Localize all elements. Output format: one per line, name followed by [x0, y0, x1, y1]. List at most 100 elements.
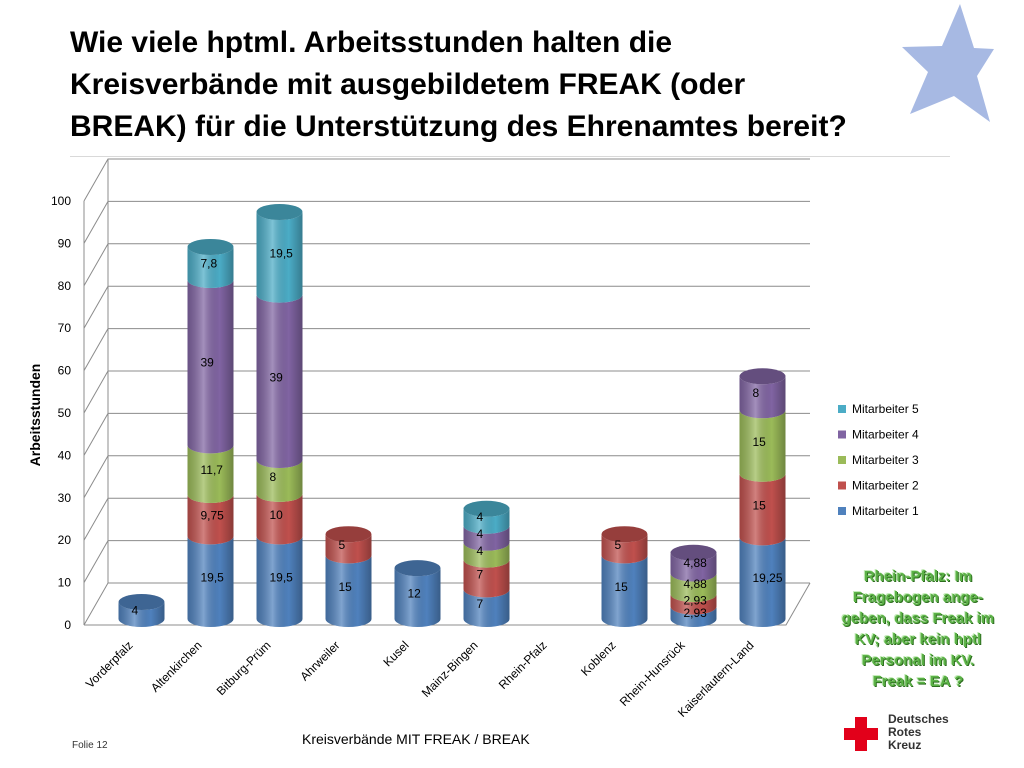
- x-tick-label: Rhein-Hunsrück: [617, 638, 688, 709]
- bar-shading: [187, 246, 234, 289]
- bar-shading: [463, 542, 510, 568]
- x-tick-label: Mainz-Bingen: [419, 638, 481, 700]
- bar-segment: [670, 594, 717, 615]
- data-label: 19,5: [270, 571, 294, 585]
- data-label: 15: [753, 499, 767, 513]
- bar-shading: [670, 552, 717, 582]
- data-label: 19,5: [270, 246, 294, 260]
- bar-segment: [187, 536, 234, 627]
- bar-segment: [463, 589, 510, 627]
- data-label: 19,5: [201, 571, 225, 585]
- slide-number: Folie 12: [72, 740, 108, 751]
- bar-segment: [739, 537, 786, 627]
- floor-edge: [84, 582, 811, 626]
- bar-segment: [187, 238, 234, 289]
- legend-label: Mitarbeiter 4: [852, 428, 919, 442]
- gridline: [83, 200, 810, 244]
- bar-shading: [463, 559, 510, 598]
- bar-segment: [256, 294, 303, 468]
- data-label: 4: [477, 527, 484, 541]
- bar-shading: [325, 555, 372, 627]
- x-tick-label: Rhein-Pfalz: [496, 638, 550, 692]
- data-label: 15: [615, 580, 629, 594]
- data-label: 12: [408, 587, 422, 601]
- title-divider: [70, 156, 950, 157]
- slide-title: Wie viele hptml. Arbeitsstunden halten d…: [70, 26, 847, 143]
- chart-gridlines: [83, 158, 811, 626]
- bar-shading: [670, 606, 717, 627]
- y-tick-label: 70: [58, 321, 72, 335]
- y-tick-label: 30: [58, 491, 72, 505]
- y-tick-label: 50: [58, 406, 72, 420]
- drk-logo: Deutsches Rotes Kreuz: [844, 713, 1004, 759]
- x-tick-label: Bitburg-Prüm: [214, 638, 274, 698]
- bar-shading: [187, 536, 234, 627]
- legend-label: Mitarbeiter 5: [852, 402, 919, 416]
- legend-swatch: [838, 405, 846, 413]
- bar-shading: [739, 473, 786, 546]
- bar-shading: [739, 537, 786, 627]
- data-label: 19,25: [753, 571, 783, 585]
- data-label: 8: [753, 386, 760, 400]
- data-label: 11,7: [201, 463, 224, 477]
- y-tick-label: 20: [58, 533, 72, 547]
- legend-label: Mitarbeiter 2: [852, 479, 919, 493]
- x-tick-label: Vorderpfalz: [83, 638, 136, 691]
- drk-logo-text: Deutsches Rotes Kreuz: [888, 712, 949, 752]
- bar-shading: [739, 410, 786, 482]
- data-label: 5: [615, 538, 622, 552]
- bar-shading: [256, 211, 303, 303]
- segment-labels: 4 19,5 9,75 11,7 39 7,8 19,5 10 8 39 19,5 15 5 12 7 7 4 4…: [132, 246, 783, 619]
- data-label: 4: [132, 604, 139, 618]
- legend-swatch: [838, 481, 846, 490]
- data-label: 7: [477, 567, 484, 581]
- bar-segment: [325, 526, 372, 564]
- bar-shading: [463, 589, 510, 627]
- bar-segment: [256, 536, 303, 627]
- chart-bars: [118, 203, 786, 627]
- bar-segment: [394, 560, 441, 627]
- bar-top-cap: [187, 238, 234, 255]
- bar-segment: [601, 526, 648, 564]
- legend-swatch: [838, 507, 846, 515]
- bar-shading: [601, 555, 648, 627]
- bar-shading: [394, 568, 441, 627]
- bar-segment: [463, 559, 510, 598]
- data-label: 4: [477, 544, 484, 558]
- red-cross-icon: [844, 717, 878, 751]
- y-tick-label: 40: [58, 448, 72, 462]
- x-tick-label: Ahrweiler: [297, 638, 342, 683]
- bar-segment: [187, 280, 234, 454]
- bar-shading: [463, 508, 510, 534]
- bar-top-cap: [601, 526, 648, 543]
- legend-label: Mitarbeiter 1: [852, 504, 919, 518]
- bar-segment: [739, 368, 786, 419]
- data-label: 7: [477, 597, 484, 611]
- bar-shading: [256, 493, 303, 545]
- data-label: 15: [339, 580, 353, 594]
- bar-top-cap: [739, 368, 786, 385]
- chart-legend: Mitarbeiter 5 Mitarbeiter 4 Mitarbeiter 3 M…: [838, 402, 919, 518]
- data-label: 4,88: [684, 556, 708, 570]
- bar-shading: [739, 376, 786, 419]
- legend-label: Mitarbeiter 3: [852, 453, 919, 467]
- data-label: 2,93: [684, 593, 708, 607]
- y-tick-label: 10: [58, 576, 72, 590]
- bar-shading: [187, 494, 234, 545]
- data-label: 9,75: [201, 509, 225, 523]
- bar-segment: [463, 525, 510, 551]
- bar-top-cap: [670, 544, 717, 561]
- bar-segment: [256, 460, 303, 502]
- bar-shading: [187, 445, 234, 503]
- bar-shading: [325, 534, 372, 564]
- bar-top-cap: [394, 560, 441, 577]
- data-label: 7,8: [201, 256, 218, 270]
- y-tick-label: 0: [64, 618, 71, 632]
- data-label: 8: [270, 470, 277, 484]
- bar-segment: [187, 494, 234, 545]
- bar-segment: [187, 445, 234, 503]
- bar-top-cap: [256, 203, 303, 220]
- legend-swatch: [838, 430, 846, 439]
- x-tick-label: Kusel: [380, 638, 411, 669]
- gridline: [83, 158, 810, 202]
